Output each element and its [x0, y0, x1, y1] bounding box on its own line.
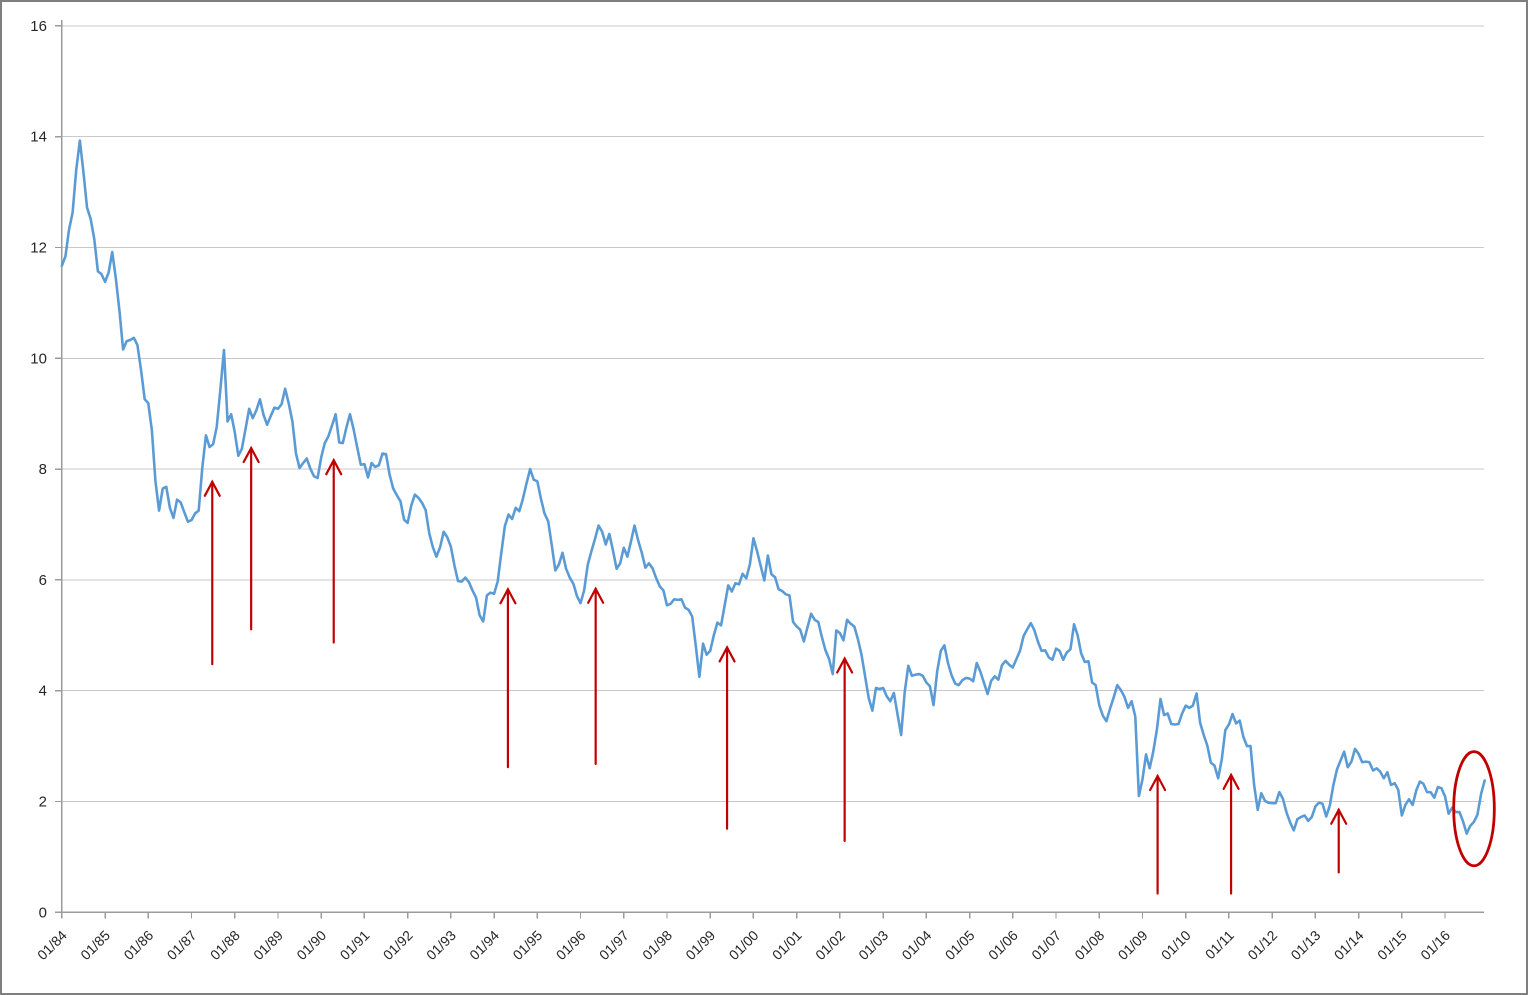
y-tick-label: 12	[30, 239, 47, 256]
x-tick-label: 01/91	[337, 927, 373, 963]
up-arrow	[242, 445, 260, 631]
x-tick-label: 01/90	[293, 927, 329, 963]
data-series-line	[60, 139, 1486, 835]
x-tick-label: 01/97	[596, 927, 632, 963]
x-tick-label: 01/92	[380, 927, 416, 963]
y-tick-label: 4	[39, 683, 47, 700]
x-tick-label: 01/85	[77, 927, 113, 963]
x-tick-label: 01/13	[1287, 927, 1323, 963]
x-tick-label: 01/88	[207, 927, 243, 963]
x-tick-label: 01/09	[1115, 927, 1151, 963]
x-tick-label: 01/12	[1244, 927, 1280, 963]
y-tick-label: 8	[39, 461, 47, 478]
up-arrow	[499, 587, 517, 769]
axes	[54, 19, 1485, 919]
up-arrow	[1149, 773, 1167, 895]
y-tick-label: 16	[30, 18, 47, 35]
y-tick-label: 10	[30, 350, 47, 367]
x-tick-label: 01/06	[985, 927, 1021, 963]
x-tick-label: 01/95	[509, 927, 545, 963]
x-tick-label: 01/96	[553, 927, 589, 963]
x-tick-label: 01/94	[466, 927, 502, 963]
x-tick-label: 01/04	[898, 927, 934, 963]
x-tick-label: 01/11	[1202, 927, 1237, 962]
x-tick-label: 01/00	[726, 927, 762, 963]
x-tick-label: 01/15	[1374, 927, 1410, 963]
y-tick-label: 14	[30, 129, 47, 146]
up-arrow	[836, 656, 854, 842]
y-axis-labels: 0 2 4 6 8 10 12 14 16	[30, 18, 47, 921]
up-arrow	[718, 645, 736, 830]
x-tick-label: 01/10	[1158, 927, 1194, 963]
y-tick-label: 0	[39, 904, 47, 921]
x-tick-label: 01/02	[812, 927, 848, 963]
x-tick-label: 01/14	[1331, 927, 1367, 963]
annotation-ellipse	[1452, 750, 1496, 868]
x-tick-label: 01/03	[855, 927, 891, 963]
y-tick-label: 2	[39, 794, 47, 811]
x-axis-labels: 01/84 01/85 01/86 01/87 01/88 01/89 01/90 01/91…	[34, 927, 1453, 963]
up-arrow	[325, 457, 343, 644]
x-tick-label: 01/05	[942, 927, 978, 963]
up-arrow	[587, 586, 605, 765]
x-tick-label: 01/01	[769, 927, 805, 963]
x-tick-label: 01/86	[120, 927, 156, 963]
gridlines	[61, 25, 1485, 803]
x-tick-label: 01/16	[1417, 927, 1453, 963]
annotation-arrows	[203, 445, 1348, 895]
y-tick-label: 6	[39, 572, 47, 589]
x-tick-label: 01/98	[639, 927, 675, 963]
x-tick-label: 01/07	[1028, 927, 1064, 963]
x-tick-label: 01/87	[164, 927, 200, 963]
x-tick-label: 01/08	[1071, 927, 1107, 963]
x-tick-label: 01/93	[423, 927, 459, 963]
x-tick-label: 01/84	[34, 927, 70, 963]
up-arrow	[203, 479, 221, 666]
up-arrow	[1222, 772, 1240, 895]
x-tick-label: 01/89	[250, 927, 286, 963]
up-arrow	[1330, 807, 1348, 874]
x-tick-label: 01/99	[682, 927, 718, 963]
